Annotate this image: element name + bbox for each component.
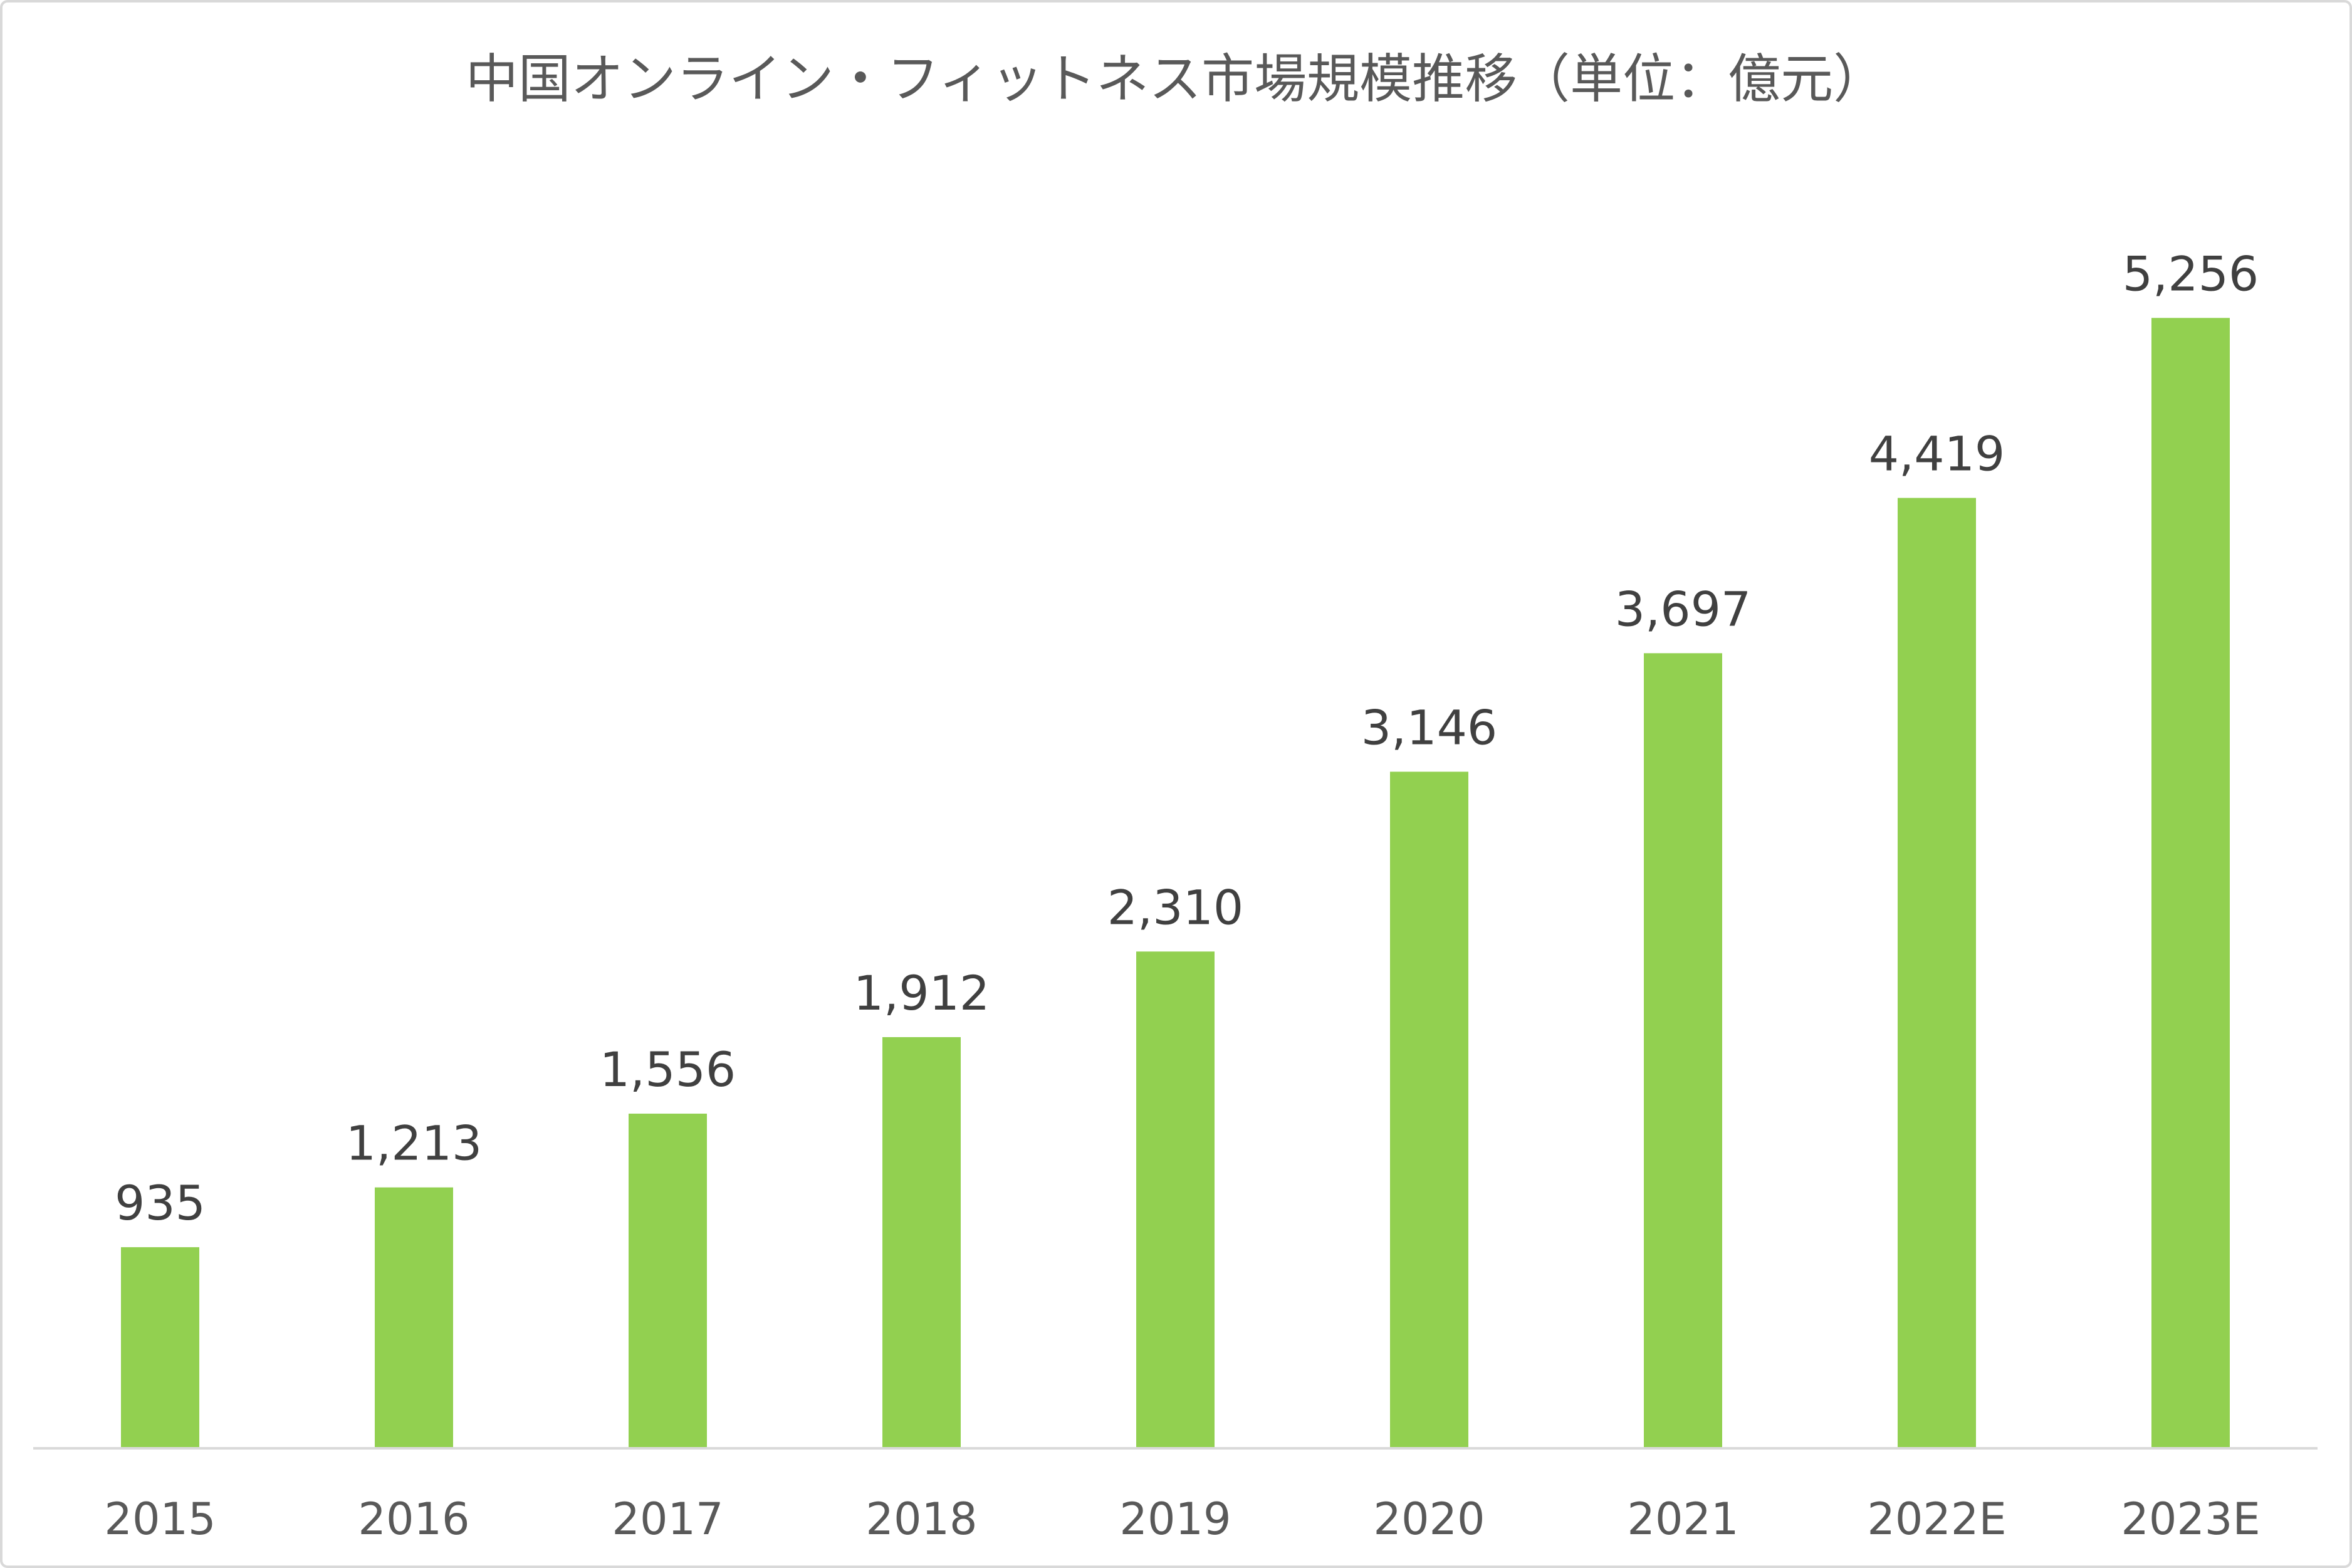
data-label-2020: 3,146 [1361, 699, 1498, 755]
x-tick-label-2017: 2017 [612, 1493, 723, 1545]
x-tick-label-2023e: 2023E [2121, 1493, 2260, 1545]
data-label-2017: 1,556 [600, 1042, 736, 1097]
bar-2017 [629, 1114, 707, 1448]
data-labels-group: 935 1,213 1,556 1,912 2,310 3,146 3,697 4,419 5,… [115, 246, 2259, 1231]
bar-2020 [1390, 771, 1468, 1448]
bar-2023e [2151, 318, 2230, 1448]
x-tick-label-2022e: 2022E [1867, 1493, 2006, 1545]
data-label-2019: 2,310 [1107, 879, 1244, 935]
data-label-2015: 935 [115, 1175, 206, 1231]
data-label-2016: 1,213 [346, 1116, 483, 1171]
x-tick-label-2021: 2021 [1627, 1493, 1738, 1545]
x-tick-label-2020: 2020 [1373, 1493, 1485, 1545]
data-label-2022e: 4,419 [1869, 426, 2005, 482]
bar-2015 [121, 1247, 199, 1448]
bar-2019 [1136, 951, 1215, 1448]
x-tick-labels-group: 2015 2016 2017 2018 2019 2020 2021 2022E 2023E [104, 1493, 2260, 1545]
bar-2022e [1898, 498, 1976, 1448]
bar-2016 [375, 1187, 453, 1448]
chart-title: 中国オンライン・フィットネス市場規模推移（単位：億元） [466, 48, 1886, 110]
x-tick-label-2015: 2015 [104, 1493, 216, 1545]
data-label-2023e: 5,256 [2123, 246, 2259, 301]
x-tick-label-2018: 2018 [865, 1493, 977, 1545]
data-label-2021: 3,697 [1615, 581, 1752, 637]
data-label-2018: 1,912 [854, 965, 990, 1021]
bar-2021 [1644, 653, 1722, 1448]
bar-2018 [882, 1037, 961, 1448]
bars-group [121, 318, 2230, 1448]
x-tick-label-2016: 2016 [358, 1493, 469, 1545]
x-tick-label-2019: 2019 [1119, 1493, 1231, 1545]
